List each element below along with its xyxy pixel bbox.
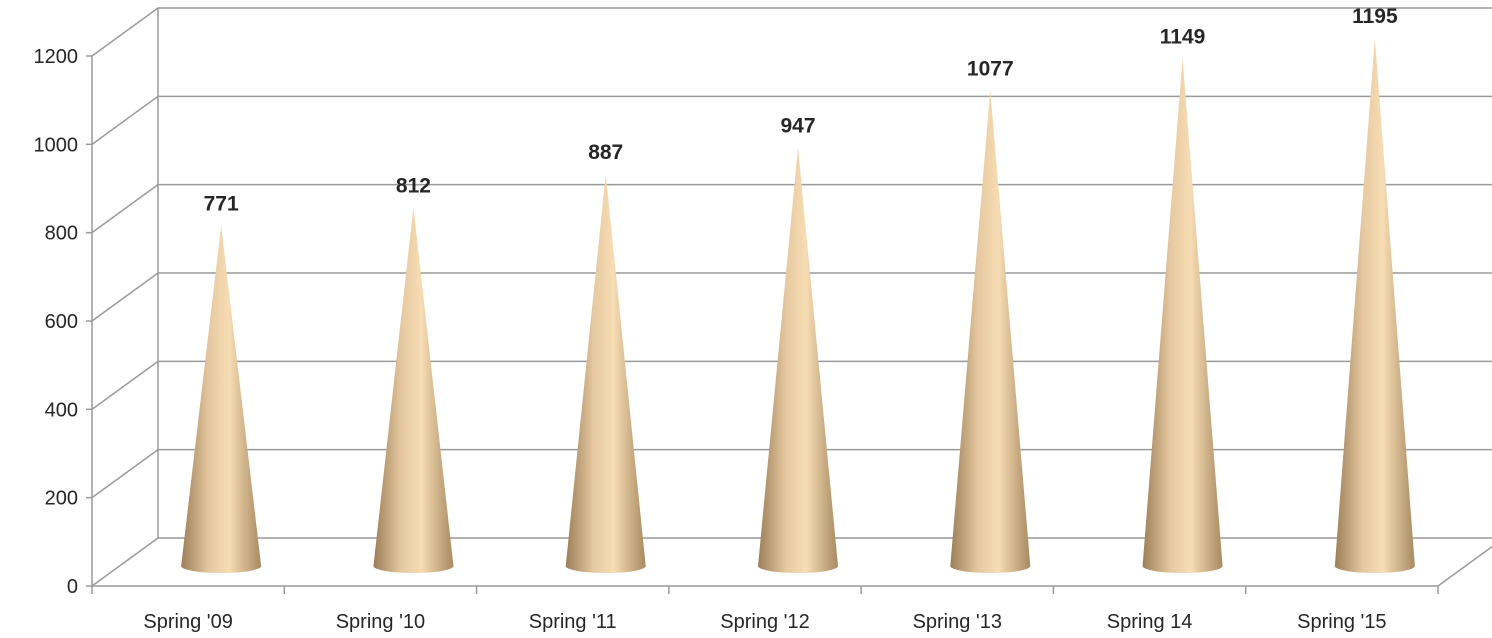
- gridline-diagonal: [91, 7, 159, 57]
- cone-bar: [181, 225, 262, 573]
- x-tick-label: Spring '12: [720, 611, 809, 633]
- y-axis-tick-labels: 0 200 400 600 800 1000 1200: [34, 46, 79, 598]
- cone-body: [373, 207, 454, 573]
- floor-left-edge: [91, 537, 159, 587]
- gridline-diagonal: [91, 360, 159, 410]
- y-tick-label: 1200: [34, 46, 79, 68]
- cone-bar: [373, 207, 454, 573]
- x-tick-label: Spring '09: [143, 611, 232, 633]
- data-label: 1077: [967, 57, 1014, 80]
- cone-bar: [950, 90, 1031, 573]
- data-labels: 771 812 887 947 1077 1149 1195: [204, 5, 1398, 215]
- cone-body: [181, 225, 262, 573]
- gridline-diagonal: [91, 272, 159, 322]
- y-tick-label: 0: [67, 576, 78, 598]
- x-axis-tick-labels: Spring '09 Spring '10 Spring '11 Spring '12…: [143, 611, 1386, 633]
- axes: [86, 55, 1492, 594]
- data-label: 1149: [1160, 26, 1206, 49]
- data-label: 947: [780, 115, 815, 138]
- cones: [181, 38, 1415, 574]
- data-label: 771: [204, 192, 239, 215]
- cone-bar: [565, 174, 646, 573]
- x-tick-label: Spring '15: [1297, 611, 1386, 633]
- x-tick-label: Spring 14: [1107, 611, 1193, 633]
- cone-body: [758, 147, 838, 573]
- cone-bar: [758, 147, 838, 573]
- floor-right-edge: [1437, 545, 1492, 587]
- x-tick-label: Spring '13: [913, 611, 1002, 633]
- gridline-diagonal: [91, 449, 159, 499]
- cone-body: [565, 174, 646, 573]
- x-tick-label: Spring '11: [529, 611, 617, 633]
- cone-body: [950, 90, 1031, 573]
- cone-bar: [1142, 58, 1223, 573]
- x-tick-label: Spring '10: [336, 611, 425, 633]
- y-tick-label: 600: [45, 311, 78, 333]
- y-tick-label: 400: [45, 399, 78, 421]
- cone-body: [1142, 58, 1223, 573]
- cone-body: [1334, 38, 1415, 574]
- gridline-diagonal: [91, 184, 159, 234]
- y-tick-label: 800: [45, 223, 78, 245]
- data-label: 887: [588, 141, 623, 164]
- data-label: 812: [396, 174, 431, 197]
- y-tick-label: 1000: [34, 134, 79, 156]
- y-tick-label: 200: [45, 488, 78, 510]
- cone-bar: [1334, 38, 1415, 574]
- data-label: 1195: [1352, 5, 1398, 28]
- gridline-diagonal: [91, 95, 159, 145]
